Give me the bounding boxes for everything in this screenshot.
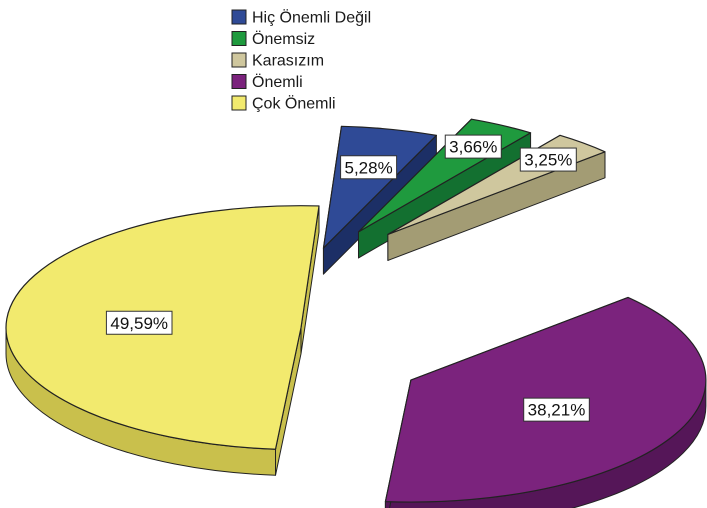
data-label-text-hic-onemli-degil: 5,28% [344,158,392,177]
legend-swatch-karasizim [231,52,247,68]
legend-label-cok-onemli: Çok Önemli [252,95,336,113]
legend-label-hic-onemli-degil: Hiç Önemli Değil [252,9,371,27]
legend-label-onemli: Önemli [252,73,303,91]
data-label-text-karasizim: 3,25% [524,151,572,170]
data-label-text-onemli: 38,21% [528,401,586,420]
data-label-box-onemsiz [444,134,502,159]
data-label-box-cok-onemli [105,310,173,335]
data-label-text-onemsiz: 3,66% [449,138,497,157]
data-label-onemsiz: 3,66% [444,134,502,159]
data-label-text-cok-onemli: 49,59% [110,314,168,333]
data-label-box-onemli [523,397,590,422]
data-label-cok-onemli: 49,59% [105,310,173,335]
data-label-box-hic-onemli-degil [340,155,398,180]
data-label-onemli: 38,21% [523,397,590,422]
data-label-box-karasizim [519,147,577,172]
data-labels: 5,28% 3,66% 3,25% 38,21% 49,59% [105,134,590,422]
legend-label-karasizim: Karasızım [252,53,324,70]
legend-label-onemsiz: Önemsiz [252,30,315,48]
legend-swatch-cok-onemli [231,95,247,111]
data-label-hic-onemli-degil: 5,28% [340,155,398,180]
legend-swatch-onemsiz [231,31,247,46]
legend-swatch-onemli [231,74,247,89]
data-label-karasizim: 3,25% [519,147,577,172]
legend-swatch-hic-onemli-degil [231,9,247,25]
legend: Hiç Önemli Değil Önemsiz Karasızım Önemli Ço… [231,9,371,113]
